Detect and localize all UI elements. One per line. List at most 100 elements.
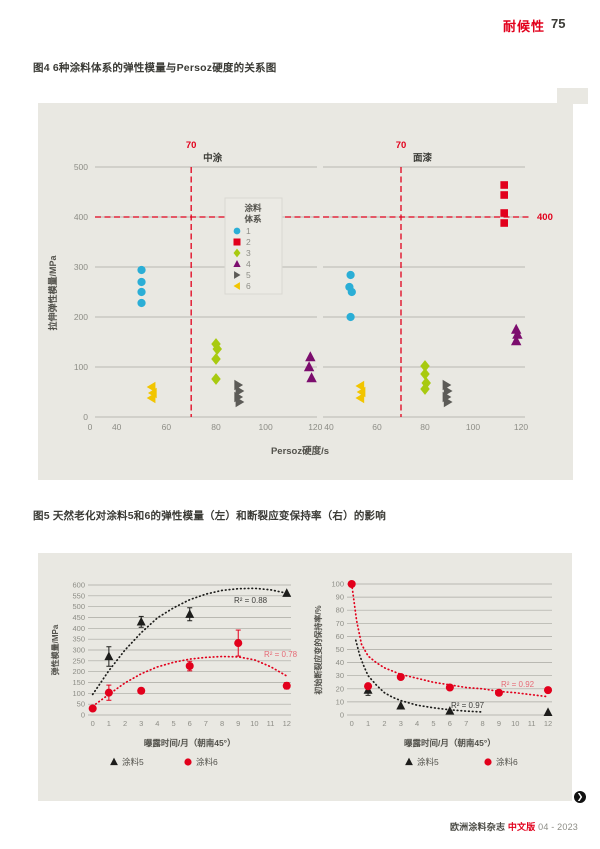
svg-text:0: 0 [83,412,88,422]
svg-text:中涂: 中涂 [203,152,223,164]
svg-text:3: 3 [246,248,251,258]
svg-text:1: 1 [366,719,370,728]
svg-text:40: 40 [112,422,122,432]
svg-text:7: 7 [464,719,468,728]
svg-text:50: 50 [77,700,85,709]
svg-text:2: 2 [123,719,127,728]
figure4-caption: 图4 6种涂料体系的弹性模量与Persoz硬度的关系图 [33,62,277,74]
figure4-chart: 0 100 200 300 400 500 400 70 中涂 70 面漆 0 40 60 80 100 120… [47,140,553,457]
svg-text:150: 150 [72,678,85,687]
svg-text:70: 70 [396,140,407,151]
svg-text:550: 550 [72,591,85,600]
svg-text:80: 80 [336,606,344,615]
svg-text:涂料: 涂料 [244,203,262,213]
svg-text:8: 8 [480,719,484,728]
svg-text:8: 8 [220,719,224,728]
svg-text:40: 40 [336,658,344,667]
svg-text:面漆: 面漆 [413,152,433,164]
svg-text:250: 250 [72,656,85,665]
svg-text:0: 0 [88,422,93,432]
svg-text:0: 0 [340,711,344,720]
svg-text:11: 11 [267,719,275,728]
svg-text:100: 100 [74,362,88,372]
svg-text:11: 11 [528,719,536,728]
svg-text:120: 120 [308,422,322,432]
svg-text:10: 10 [336,697,344,706]
svg-text:200: 200 [72,667,85,676]
svg-text:200: 200 [74,312,88,322]
svg-text:拉伸弹性模量/MPa: 拉伸弹性模量/MPa [47,255,58,331]
svg-text:曝露时间/月（朝南45°）: 曝露时间/月（朝南45°） [404,738,496,748]
svg-text:10: 10 [511,719,519,728]
svg-text:5: 5 [171,719,175,728]
svg-text:40: 40 [324,422,334,432]
svg-text:0: 0 [350,719,354,728]
svg-text:0: 0 [81,711,85,720]
svg-text:涂料5: 涂料5 [417,757,439,767]
journal-name: 欧洲涂料杂志 [449,822,506,832]
svg-text:R² = 0.97: R² = 0.97 [451,701,485,710]
next-page-glyph: ❯ [576,792,584,801]
svg-text:3: 3 [139,719,143,728]
svg-text:6: 6 [448,719,452,728]
svg-text:5: 5 [431,719,435,728]
svg-text:涂料5: 涂料5 [122,757,144,767]
svg-text:4: 4 [155,719,159,728]
svg-text:12: 12 [544,719,552,728]
svg-text:3: 3 [399,719,403,728]
svg-text:2: 2 [382,719,386,728]
svg-text:30: 30 [336,671,344,680]
svg-text:4: 4 [246,259,251,269]
svg-text:7: 7 [204,719,208,728]
svg-text:70: 70 [336,619,344,628]
svg-text:500: 500 [72,602,85,611]
svg-text:90: 90 [336,593,344,602]
svg-text:500: 500 [74,162,88,172]
svg-text:6: 6 [246,281,251,291]
section-label: 耐候性 [503,19,546,34]
figure5-caption: 图5 天然老化对涂料5和6的弹性模量（左）和断裂应变保持率（右）的影响 [33,510,386,522]
svg-text:Persoz硬度/s: Persoz硬度/s [271,445,329,457]
svg-text:20: 20 [336,684,344,693]
svg-text:80: 80 [211,422,221,432]
svg-text:120: 120 [514,422,528,432]
svg-text:60: 60 [372,422,382,432]
svg-text:60: 60 [162,422,172,432]
svg-text:弹性模量/MPa: 弹性模量/MPa [50,624,60,675]
svg-text:12: 12 [283,719,291,728]
svg-text:400: 400 [72,624,85,633]
svg-text:2: 2 [246,237,251,247]
svg-text:350: 350 [72,635,85,644]
svg-text:10: 10 [250,719,258,728]
svg-text:60: 60 [336,632,344,641]
svg-text:初始断裂应变的保持率/%: 初始断裂应变的保持率/% [313,605,323,694]
svg-text:300: 300 [74,262,88,272]
thumb-tab [557,88,588,104]
svg-text:体系: 体系 [244,214,262,224]
figure5-panel: 0 50 100 150 200 250 300 350 400 450 500 550 600 0 1 2 3… [38,553,572,801]
svg-text:6: 6 [188,719,192,728]
svg-text:5: 5 [246,270,251,280]
next-page-icon[interactable]: ❯ [574,791,586,803]
svg-text:9: 9 [236,719,240,728]
svg-text:涂料6: 涂料6 [196,757,218,767]
svg-text:70: 70 [186,140,197,151]
svg-text:50: 50 [336,645,344,654]
svg-text:1: 1 [107,719,111,728]
svg-text:R² = 0.88: R² = 0.88 [234,596,268,605]
svg-text:600: 600 [72,581,85,590]
svg-text:400: 400 [537,212,553,223]
svg-text:450: 450 [72,613,85,622]
figure4-panel: 0 100 200 300 400 500 400 70 中涂 70 面漆 0 40 60 80 100 120… [38,103,573,480]
svg-text:R² = 0.78: R² = 0.78 [264,650,298,659]
svg-text:9: 9 [497,719,501,728]
page-number: 75 [551,16,566,31]
svg-text:100: 100 [331,580,344,589]
edition-label: 中文版 [507,822,536,832]
svg-text:曝露时间/月（朝南45°）: 曝露时间/月（朝南45°） [144,738,236,748]
svg-text:400: 400 [74,212,88,222]
issue-label: 04 - 2023 [538,822,578,832]
svg-text:100: 100 [466,422,480,432]
